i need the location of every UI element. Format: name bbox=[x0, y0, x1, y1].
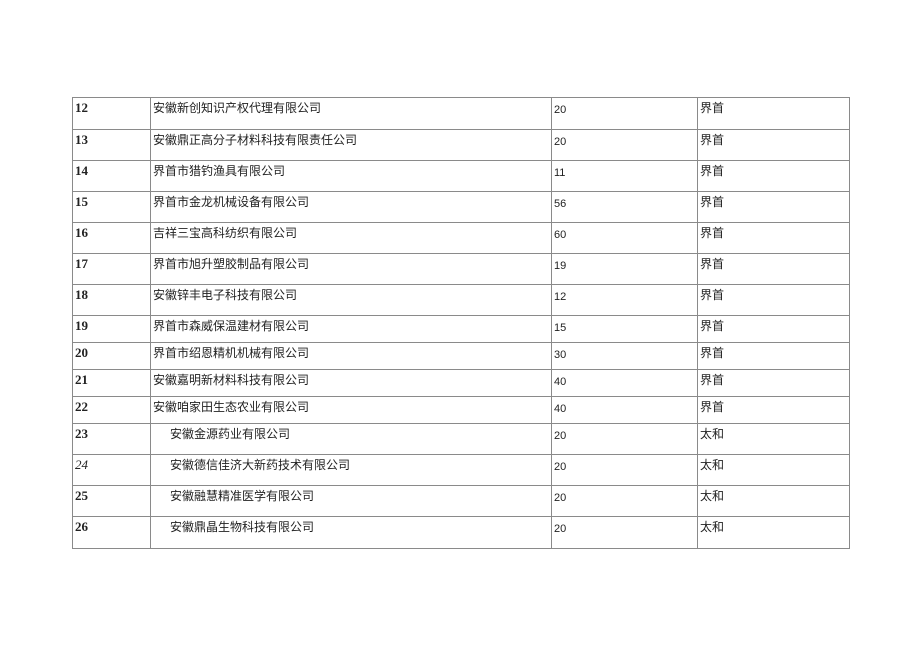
location-name: 界首 bbox=[697, 315, 850, 343]
location-name: 界首 bbox=[697, 191, 850, 223]
count-value: 20 bbox=[551, 454, 698, 486]
company-name: 安徽新创知识产权代理有限公司 bbox=[150, 97, 552, 130]
count-value: 30 bbox=[551, 342, 698, 370]
table-row: 24 安徽德信佳济大新药技术有限公司 20 太和 bbox=[72, 454, 850, 486]
table-row: 22 安徽咱家田生态农业有限公司 40 界首 bbox=[72, 396, 850, 424]
count-value: 60 bbox=[551, 222, 698, 254]
row-number: 13 bbox=[72, 129, 151, 161]
location-name: 太和 bbox=[697, 516, 850, 549]
company-name: 界首市金龙机械设备有限公司 bbox=[150, 191, 552, 223]
table-row: 21 安徽嘉明新材料科技有限公司 40 界首 bbox=[72, 369, 850, 397]
location-name: 界首 bbox=[697, 253, 850, 285]
company-name: 安徽锌丰电子科技有限公司 bbox=[150, 284, 552, 316]
count-value: 20 bbox=[551, 97, 698, 130]
count-value: 20 bbox=[551, 516, 698, 549]
company-table: 12 安徽新创知识产权代理有限公司 20 界首 13 安徽鼎正高分子材料科技有限责任公司 2… bbox=[72, 97, 850, 549]
row-number: 26 bbox=[72, 516, 151, 549]
count-value: 20 bbox=[551, 485, 698, 517]
company-name: 安徽德信佳济大新药技术有限公司 bbox=[150, 454, 552, 486]
count-value: 15 bbox=[551, 315, 698, 343]
company-name: 安徽咱家田生态农业有限公司 bbox=[150, 396, 552, 424]
row-number: 18 bbox=[72, 284, 151, 316]
table-row: 23 安徽金源药业有限公司 20 太和 bbox=[72, 423, 850, 455]
location-name: 界首 bbox=[697, 97, 850, 130]
company-name: 吉祥三宝高科纺织有限公司 bbox=[150, 222, 552, 254]
table-row: 20 界首市绍恩精机机械有限公司 30 界首 bbox=[72, 342, 850, 370]
company-name: 安徽嘉明新材料科技有限公司 bbox=[150, 369, 552, 397]
table-row: 19 界首市森威保温建材有限公司 15 界首 bbox=[72, 315, 850, 343]
count-value: 20 bbox=[551, 129, 698, 161]
count-value: 56 bbox=[551, 191, 698, 223]
table-row: 13 安徽鼎正高分子材料科技有限责任公司 20 界首 bbox=[72, 129, 850, 161]
row-number: 14 bbox=[72, 160, 151, 192]
count-value: 40 bbox=[551, 396, 698, 424]
table-row: 26 安徽鼎晶生物科技有限公司 20 太和 bbox=[72, 516, 850, 549]
row-number: 25 bbox=[72, 485, 151, 517]
count-value: 20 bbox=[551, 423, 698, 455]
company-name: 安徽融慧精准医学有限公司 bbox=[150, 485, 552, 517]
location-name: 界首 bbox=[697, 160, 850, 192]
location-name: 界首 bbox=[697, 396, 850, 424]
location-name: 界首 bbox=[697, 369, 850, 397]
row-number: 17 bbox=[72, 253, 151, 285]
location-name: 太和 bbox=[697, 485, 850, 517]
company-name: 界首市猎钓渔具有限公司 bbox=[150, 160, 552, 192]
company-name: 安徽鼎正高分子材料科技有限责任公司 bbox=[150, 129, 552, 161]
count-value: 40 bbox=[551, 369, 698, 397]
table-body: 12 安徽新创知识产权代理有限公司 20 界首 13 安徽鼎正高分子材料科技有限责任公司 2… bbox=[72, 97, 850, 549]
row-number: 23 bbox=[72, 423, 151, 455]
location-name: 界首 bbox=[697, 129, 850, 161]
company-name: 界首市绍恩精机机械有限公司 bbox=[150, 342, 552, 370]
table-row: 18 安徽锌丰电子科技有限公司 12 界首 bbox=[72, 284, 850, 316]
company-name: 安徽鼎晶生物科技有限公司 bbox=[150, 516, 552, 549]
table-row: 12 安徽新创知识产权代理有限公司 20 界首 bbox=[72, 97, 850, 130]
table-row: 14 界首市猎钓渔具有限公司 11 界首 bbox=[72, 160, 850, 192]
table-row: 15 界首市金龙机械设备有限公司 56 界首 bbox=[72, 191, 850, 223]
location-name: 界首 bbox=[697, 222, 850, 254]
location-name: 界首 bbox=[697, 342, 850, 370]
company-name: 界首市森威保温建材有限公司 bbox=[150, 315, 552, 343]
row-number: 19 bbox=[72, 315, 151, 343]
row-number: 21 bbox=[72, 369, 151, 397]
row-number: 12 bbox=[72, 97, 151, 130]
count-value: 11 bbox=[551, 160, 698, 192]
row-number: 24 bbox=[72, 454, 151, 486]
location-name: 太和 bbox=[697, 454, 850, 486]
row-number: 20 bbox=[72, 342, 151, 370]
location-name: 界首 bbox=[697, 284, 850, 316]
table-row: 16 吉祥三宝高科纺织有限公司 60 界首 bbox=[72, 222, 850, 254]
count-value: 19 bbox=[551, 253, 698, 285]
table-row: 17 界首市旭升塑胶制品有限公司 19 界首 bbox=[72, 253, 850, 285]
location-name: 太和 bbox=[697, 423, 850, 455]
company-name: 安徽金源药业有限公司 bbox=[150, 423, 552, 455]
row-number: 22 bbox=[72, 396, 151, 424]
company-name: 界首市旭升塑胶制品有限公司 bbox=[150, 253, 552, 285]
row-number: 15 bbox=[72, 191, 151, 223]
row-number: 16 bbox=[72, 222, 151, 254]
count-value: 12 bbox=[551, 284, 698, 316]
table-row: 25 安徽融慧精准医学有限公司 20 太和 bbox=[72, 485, 850, 517]
